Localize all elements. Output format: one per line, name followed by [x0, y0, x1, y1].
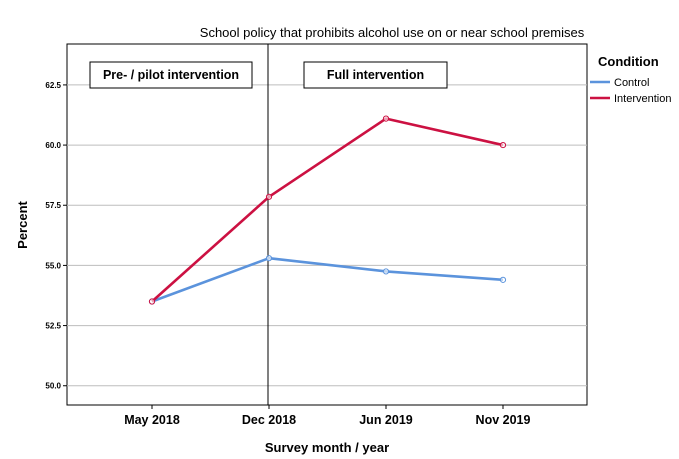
series-line-control: [151, 256, 504, 303]
y-axis-title: Percent: [15, 200, 30, 248]
y-tick-label: 50.0: [45, 382, 61, 391]
series-line-intervention: [151, 117, 504, 303]
annotation-box: [89, 61, 253, 89]
x-axis-title: Survey month / year: [265, 440, 389, 455]
x-tick-label: Nov 2019: [476, 413, 531, 427]
x-tick-label: Dec 2018: [242, 413, 296, 427]
data-point: [382, 115, 390, 122]
x-tick-label: Jun 2019: [359, 413, 413, 427]
data-point: [499, 276, 507, 283]
annotation-group: Pre- / pilot intervention Full interventi…: [89, 61, 448, 89]
legend-title: Condition: [598, 54, 659, 69]
plot-area: [66, 43, 588, 406]
y-tick-label: 57.5: [45, 201, 61, 210]
data-point: [382, 268, 390, 275]
data-point: [499, 141, 507, 149]
y-tick-label: 62.5: [45, 81, 61, 90]
annotation-label: Full intervention: [327, 68, 424, 82]
x-axis-ticks: May 2018 Dec 2018 Jun 2019 Nov 2019: [124, 405, 530, 427]
series-group: [148, 115, 507, 305]
y-tick-label: 60.0: [45, 141, 61, 150]
chart-title: School policy that prohibits alcohol use…: [200, 25, 585, 40]
data-point: [265, 193, 273, 200]
y-tick-label: 52.5: [45, 322, 61, 331]
legend-label: Intervention: [614, 93, 671, 105]
x-tick-label: May 2018: [124, 413, 180, 427]
legend: Condition Control Intervention: [590, 54, 671, 105]
data-point: [148, 298, 156, 305]
data-point: [265, 255, 273, 262]
annotation-label: Pre- / pilot intervention: [103, 68, 239, 82]
legend-label: Control: [614, 77, 649, 89]
y-tick-label: 55.0: [45, 261, 61, 270]
annotation-box: [303, 61, 448, 89]
y-axis-ticks: 50.0 52.5 55.0 57.5 60.0 62.5: [45, 81, 67, 391]
